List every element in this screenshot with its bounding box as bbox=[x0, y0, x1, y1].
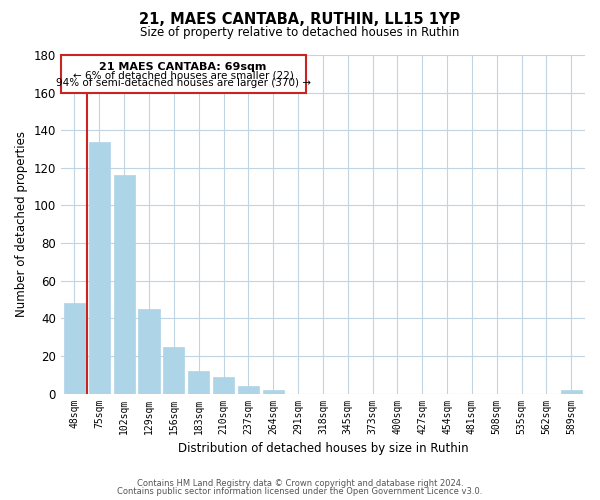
Bar bbox=[89, 142, 110, 394]
Text: 21, MAES CANTABA, RUTHIN, LL15 1YP: 21, MAES CANTABA, RUTHIN, LL15 1YP bbox=[139, 12, 461, 28]
Bar bbox=[188, 371, 209, 394]
Text: 94% of semi-detached houses are larger (370) →: 94% of semi-detached houses are larger (… bbox=[56, 78, 311, 88]
Text: 21 MAES CANTABA: 69sqm: 21 MAES CANTABA: 69sqm bbox=[100, 62, 267, 72]
Text: Contains public sector information licensed under the Open Government Licence v3: Contains public sector information licen… bbox=[118, 487, 482, 496]
Bar bbox=[64, 304, 85, 394]
Bar bbox=[61, 55, 305, 92]
Bar bbox=[113, 176, 135, 394]
X-axis label: Distribution of detached houses by size in Ruthin: Distribution of detached houses by size … bbox=[178, 442, 468, 455]
Text: Contains HM Land Registry data © Crown copyright and database right 2024.: Contains HM Land Registry data © Crown c… bbox=[137, 478, 463, 488]
Bar bbox=[163, 346, 184, 394]
Bar bbox=[213, 376, 234, 394]
Bar bbox=[238, 386, 259, 394]
Bar bbox=[139, 309, 160, 394]
Y-axis label: Number of detached properties: Number of detached properties bbox=[15, 132, 28, 318]
Text: Size of property relative to detached houses in Ruthin: Size of property relative to detached ho… bbox=[140, 26, 460, 39]
Bar bbox=[263, 390, 284, 394]
Bar bbox=[561, 390, 582, 394]
Text: ← 6% of detached houses are smaller (22): ← 6% of detached houses are smaller (22) bbox=[73, 70, 293, 80]
